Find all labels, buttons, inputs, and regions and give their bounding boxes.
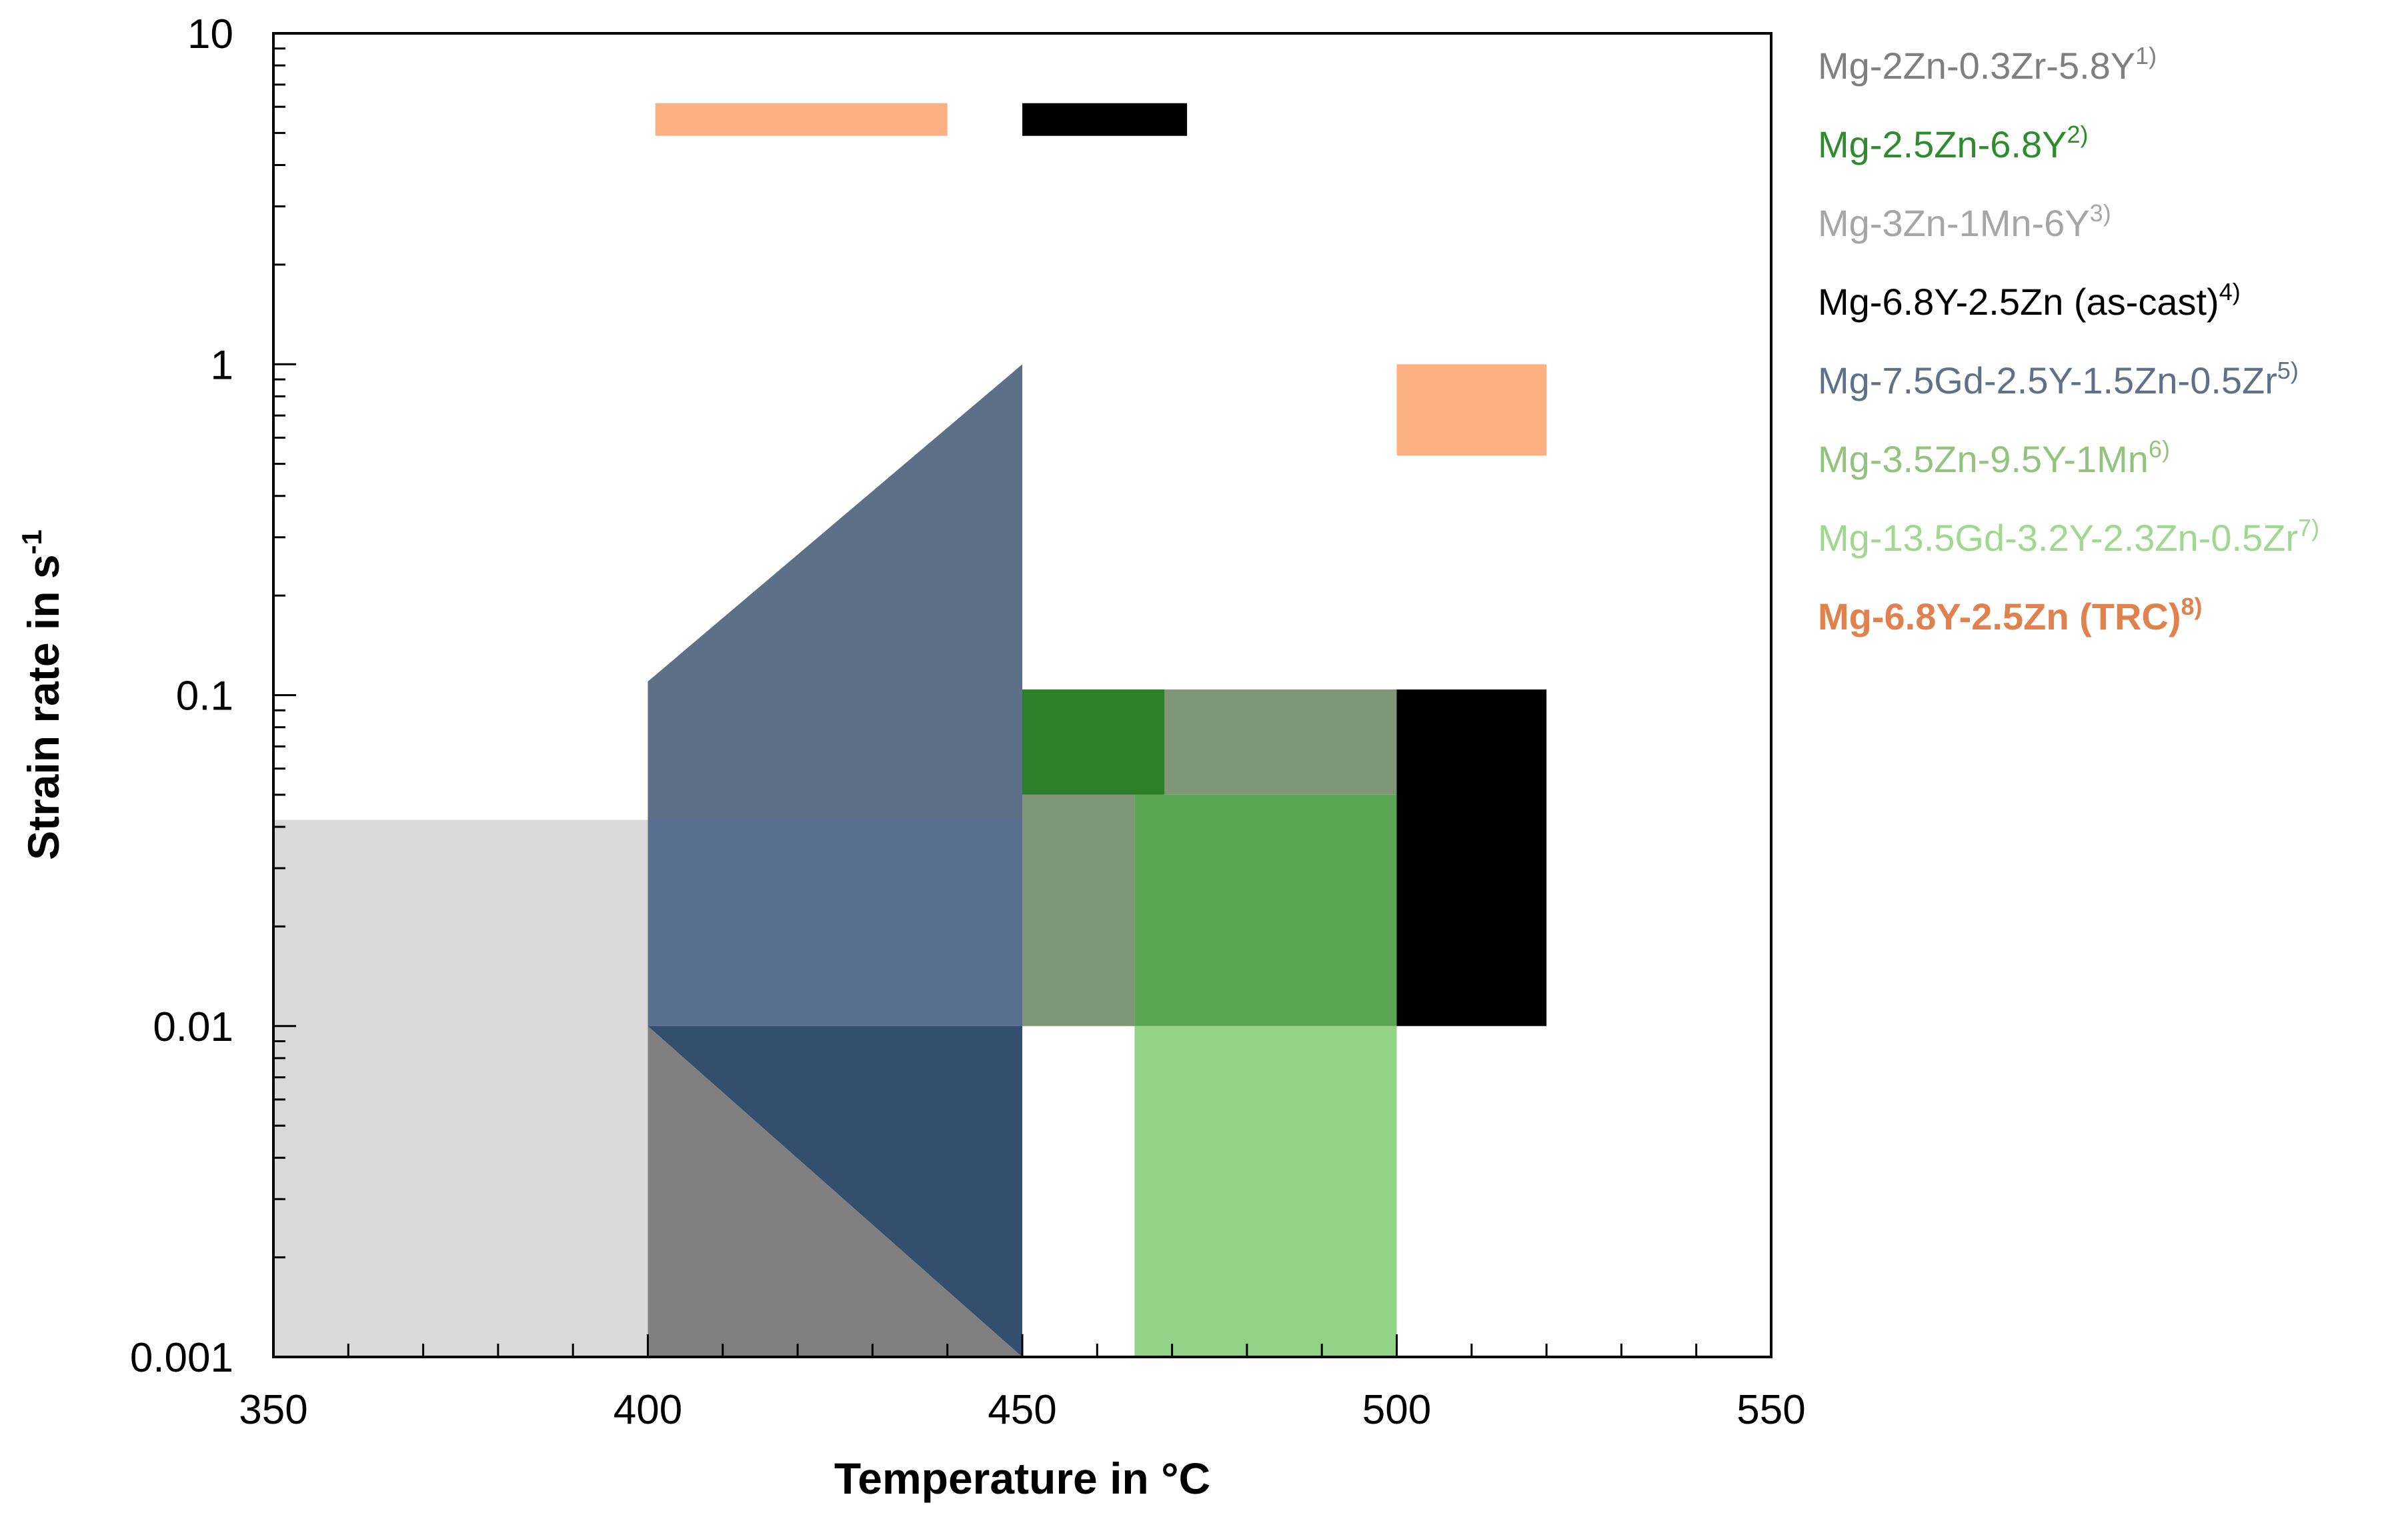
legend-label-8: Mg-6.8Y-2.5Zn (TRC)	[1818, 595, 2181, 637]
legend-label-4: Mg-6.8Y-2.5Zn (as-cast)	[1818, 281, 2219, 323]
region-10-0	[655, 103, 948, 136]
legend-ref-8: 8)	[2181, 593, 2202, 620]
legend-entry-4: Mg-6.8Y-2.5Zn (as-cast)4)	[1818, 278, 2241, 323]
legend-label-3: Mg-3Zn-1Mn-6Y	[1818, 202, 2090, 244]
legend-entry-8: Mg-6.8Y-2.5Zn (TRC)8)	[1818, 593, 2202, 637]
legend-label-1: Mg-2Zn-0.3Zr-5.8Y	[1818, 45, 2135, 87]
legend-ref-3: 3)	[2090, 199, 2111, 227]
data-regions	[273, 103, 1547, 1357]
legend-entry-3: Mg-3Zn-1Mn-6Y3)	[1818, 199, 2111, 244]
region-5-0	[1022, 689, 1165, 795]
region-6-0	[1164, 689, 1397, 795]
legend-ref-6: 6)	[2149, 435, 2170, 463]
legend-entry-5: Mg-7.5Gd-2.5Y-1.5Zn-0.5Zr5)	[1818, 357, 2299, 401]
x-tick-label-0: 350	[239, 1387, 307, 1433]
x-tick-label-1: 400	[614, 1387, 682, 1433]
region-7-0	[1134, 1026, 1397, 1357]
legend-entry-1: Mg-2Zn-0.3Zr-5.8Y1)	[1818, 42, 2157, 87]
legend-ref-5: 5)	[2277, 357, 2299, 384]
legend-ref-2: 2)	[2067, 121, 2089, 148]
legend-label-6: Mg-3.5Zn-9.5Y-1Mn	[1818, 438, 2149, 480]
region-0-0	[273, 820, 648, 1357]
region-10-1	[1396, 364, 1547, 456]
x-tick-label-2: 450	[988, 1387, 1056, 1433]
y-tick-label-2: 0.1	[176, 673, 233, 719]
axis-ticks	[272, 47, 1772, 1358]
region-4-0	[648, 1026, 1022, 1357]
y-tick-label-3: 1	[211, 342, 233, 388]
x-tick-label-3: 500	[1362, 1387, 1431, 1433]
region-8-0	[1134, 794, 1397, 1026]
legend-entry-6: Mg-3.5Zn-9.5Y-1Mn6)	[1818, 435, 2170, 480]
y-tick-label-1: 0.01	[153, 1004, 233, 1050]
legend-label-2: Mg-2.5Zn-6.8Y	[1818, 123, 2067, 165]
x-axis-title: Temperature in °C	[834, 1454, 1210, 1503]
axis-tick-labels: 350 400 450 500 550 0.001 0.01 0.1 1 10	[130, 11, 1806, 1433]
legend-label-5: Mg-7.5Gd-2.5Y-1.5Zn-0.5Zr	[1818, 359, 2277, 401]
region-9-0	[1396, 689, 1547, 1026]
y-axis-title-superscript: -1	[16, 529, 47, 554]
legend-ref-1: 1)	[2135, 42, 2157, 69]
legend-entry-7: Mg-13.5Gd-3.2Y-2.3Zn-0.5Zr7)	[1818, 514, 2319, 559]
legend: Mg-2Zn-0.3Zr-5.8Y1) Mg-2.5Zn-6.8Y2) Mg-3Zn…	[1818, 42, 2319, 637]
x-tick-label-4: 550	[1736, 1387, 1805, 1433]
legend-entry-2: Mg-2.5Zn-6.8Y2)	[1818, 121, 2089, 165]
region-3-0	[648, 820, 1022, 1026]
y-axis-title: Strain rate in s-1	[16, 529, 68, 860]
region-6-1	[1022, 794, 1135, 1026]
y-tick-label-0: 0.001	[130, 1335, 233, 1381]
legend-ref-4: 4)	[2219, 278, 2241, 305]
legend-label-7: Mg-13.5Gd-3.2Y-2.3Zn-0.5Zr	[1818, 517, 2298, 559]
legend-ref-7: 7)	[2298, 514, 2319, 541]
y-tick-label-4: 10	[187, 11, 233, 57]
y-axis-title-main: Strain rate in s	[19, 554, 68, 860]
region-9-1	[1022, 103, 1188, 136]
